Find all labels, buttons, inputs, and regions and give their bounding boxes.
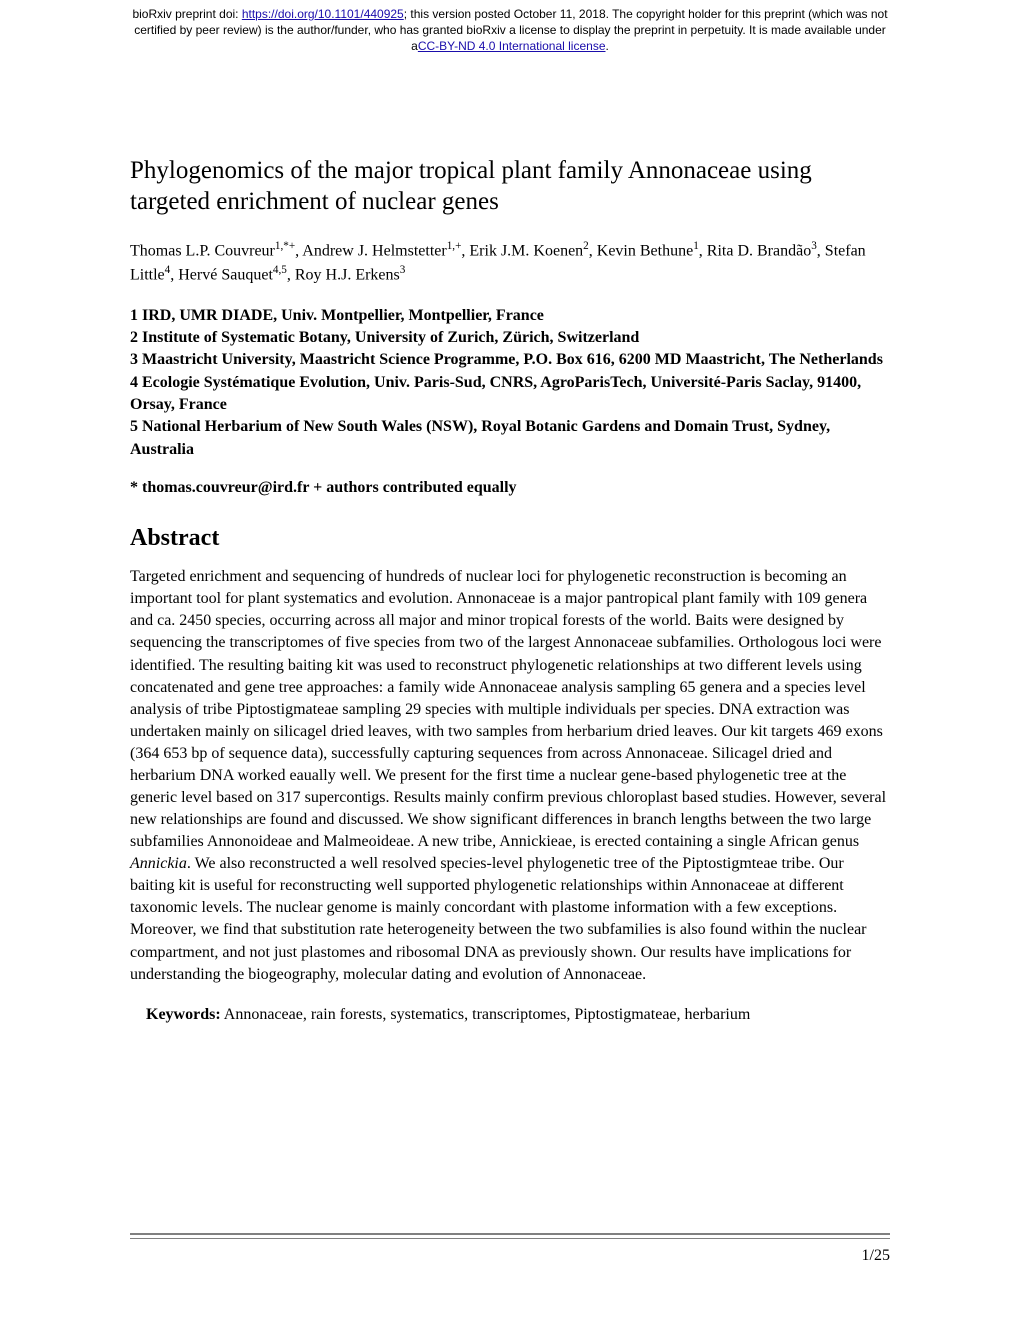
author-list: Thomas L.P. Couvreur1,*+, Andrew J. Helm… <box>130 239 890 286</box>
article-content: Phylogenomics of the major tropical plan… <box>130 155 890 1027</box>
corresponding-author: * thomas.couvreur@ird.fr + authors contr… <box>130 479 890 497</box>
doi-link[interactable]: https://doi.org/10.1101/440925 <box>242 7 404 21</box>
license-link[interactable]: CC-BY-ND 4.0 International license <box>418 39 606 53</box>
affiliation-5: 5 National Herbarium of New South Wales … <box>130 416 890 461</box>
affiliation-2: 2 Institute of Systematic Botany, Univer… <box>130 327 890 349</box>
keywords-label: Keywords: <box>146 1006 221 1023</box>
banner-line-3: aCC-BY-ND 4.0 International license. <box>30 38 990 54</box>
abstract-body: Targeted enrichment and sequencing of hu… <box>130 566 890 985</box>
keywords-text: Annonaceae, rain forests, systematics, t… <box>221 1006 751 1023</box>
affiliations: 1 IRD, UMR DIADE, Univ. Montpellier, Mon… <box>130 305 890 462</box>
affiliation-1: 1 IRD, UMR DIADE, Univ. Montpellier, Mon… <box>130 305 890 327</box>
preprint-banner: bioRxiv preprint doi: https://doi.org/10… <box>0 0 1020 55</box>
banner-line-2: certified by peer review) is the author/… <box>30 22 990 38</box>
abstract-heading: Abstract <box>130 525 890 552</box>
footer-rule-thin <box>130 1238 890 1239</box>
page-number: 1/25 <box>130 1247 890 1265</box>
banner-suffix: ; this version posted October 11, 2018. … <box>404 7 888 21</box>
footer-rule-thick <box>130 1233 890 1235</box>
banner-line-1: bioRxiv preprint doi: https://doi.org/10… <box>30 6 990 22</box>
page-footer: 1/25 <box>130 1233 890 1265</box>
article-title: Phylogenomics of the major tropical plan… <box>130 155 890 218</box>
license-prefix: a <box>411 39 418 53</box>
license-suffix: . <box>606 39 609 53</box>
banner-prefix: bioRxiv preprint doi: <box>132 7 241 21</box>
keywords: Keywords: Annonaceae, rain forests, syst… <box>130 1004 890 1026</box>
affiliation-4: 4 Ecologie Systématique Evolution, Univ.… <box>130 372 890 417</box>
affiliation-3: 3 Maastricht University, Maastricht Scie… <box>130 349 890 371</box>
